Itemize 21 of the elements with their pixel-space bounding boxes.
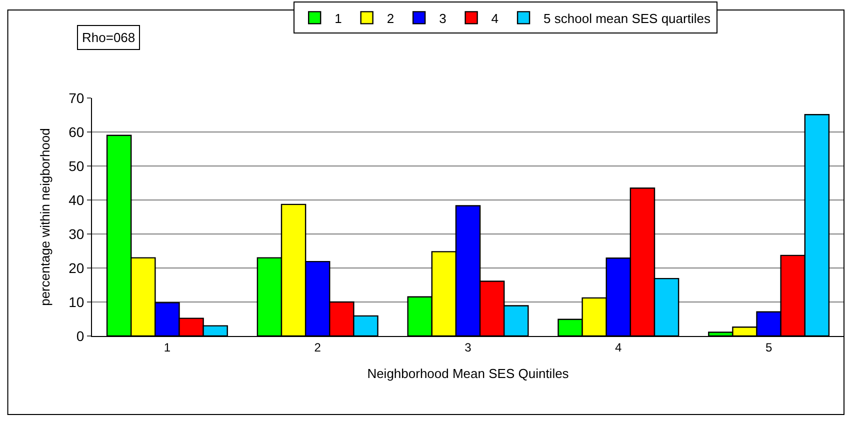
x-tick-label: 3 <box>464 340 472 354</box>
legend-label: 2 <box>386 10 394 26</box>
y-tick-label: 60 <box>68 124 84 140</box>
x-axis-title: Neighborhood Mean SES Quintiles <box>367 366 570 381</box>
y-tick-label: 20 <box>68 260 84 276</box>
y-tick-label: 40 <box>68 192 84 208</box>
legend-label: 4 <box>491 10 499 26</box>
x-tick-label: 1 <box>164 340 171 354</box>
y-tick-label: 50 <box>68 158 84 174</box>
y-tick-label: 70 <box>68 90 84 106</box>
legend-label: 5 school mean SES quartiles <box>544 10 711 26</box>
y-tick-label: 30 <box>68 226 84 242</box>
legend-label: 3 <box>439 10 446 26</box>
text: Rho=068 <box>82 30 136 45</box>
y-tick-label: 10 <box>68 294 84 310</box>
y-axis-title: percentage within neigborhood <box>38 128 53 306</box>
x-tick-label: 5 <box>765 340 772 354</box>
legend-label: 1 <box>334 10 342 26</box>
x-tick-label: 4 <box>615 340 622 354</box>
y-tick-label: 0 <box>76 328 84 344</box>
x-tick-label: 2 <box>314 340 322 354</box>
